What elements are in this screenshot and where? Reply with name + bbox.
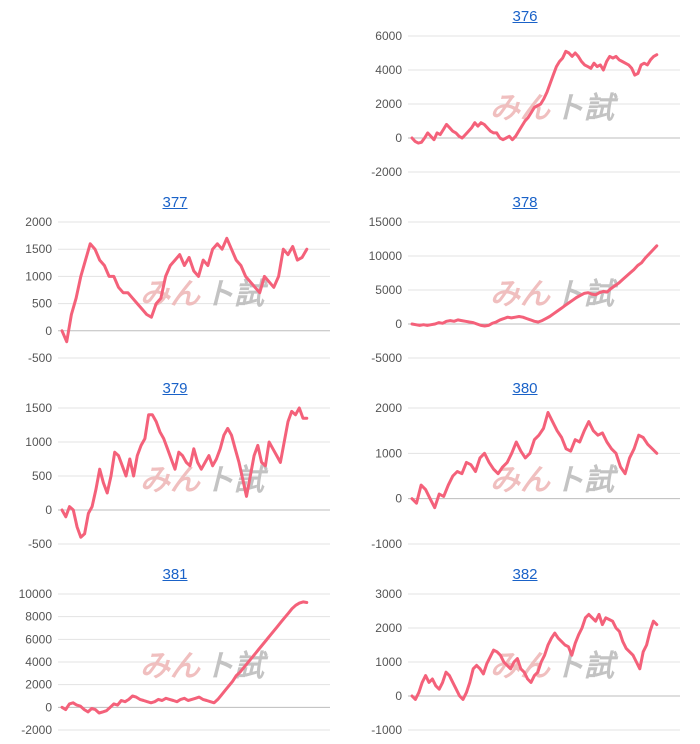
y-tick-label: 0: [45, 324, 52, 338]
y-tick-label: 0: [395, 492, 402, 506]
y-tick-label: 0: [45, 503, 52, 517]
y-tick-label: 4000: [25, 655, 52, 669]
watermark-text-1: みん: [490, 463, 551, 498]
watermark-text-1: みん: [140, 649, 201, 684]
y-tick-label: 2000: [375, 621, 402, 635]
line-chart: -5000 0 5000 10000 15000 みん ト試: [369, 215, 680, 365]
y-tick-label: 3000: [375, 587, 402, 601]
watermark-logo: みん ト試: [140, 277, 269, 312]
chart-panel-382: 382 -1000 0 1000 2000 3000 みん ト試: [350, 558, 700, 744]
y-tick-label: 6000: [25, 632, 52, 646]
watermark-text-2: ト試: [554, 91, 619, 126]
y-tick-label: 8000: [25, 610, 52, 624]
chart-title-link[interactable]: 381: [162, 566, 188, 583]
chart-panel-380: 380 -1000 0 1000 2000 みん ト試: [350, 372, 700, 558]
watermark-text-1: みん: [140, 277, 201, 312]
line-chart: -2000 0 2000 4000 6000 みん ト試: [371, 29, 680, 179]
line-chart: -1000 0 1000 2000 みん ト試: [371, 401, 680, 551]
chart-panel-381: 381 -2000 0 2000 4000 6000 8000 10000 みん ト試: [0, 558, 350, 744]
watermark-text-2: ト試: [204, 277, 269, 312]
y-tick-label: 10000: [369, 249, 403, 263]
y-tick-label: -1000: [371, 537, 402, 551]
series-line: [60, 406, 309, 539]
y-tick-label: -2000: [371, 165, 402, 179]
watermark-text-2: ト試: [204, 649, 269, 684]
y-tick-label: 0: [395, 689, 402, 703]
line-chart: -500 0 500 1000 1500 2000 みん ト試: [25, 215, 330, 365]
y-tick-label: 0: [395, 317, 402, 331]
y-tick-label: 0: [45, 700, 52, 714]
series-line: [410, 612, 659, 701]
y-tick-label: 2000: [375, 97, 402, 111]
chart-title-link[interactable]: 376: [512, 8, 538, 25]
y-tick-label: 5000: [375, 283, 402, 297]
y-tick-label: -500: [28, 537, 52, 551]
y-tick-label: 15000: [369, 215, 403, 229]
y-tick-label: 2000: [25, 678, 52, 692]
watermark-text-2: ト試: [554, 463, 619, 498]
y-tick-label: 500: [32, 297, 52, 311]
y-tick-label: -1000: [371, 723, 402, 737]
y-tick-label: 1000: [375, 446, 402, 460]
y-tick-label: -5000: [371, 351, 402, 365]
y-tick-label: -500: [28, 351, 52, 365]
y-tick-label: -2000: [21, 723, 52, 737]
watermark-text-2: ト試: [554, 649, 619, 684]
y-tick-label: 2000: [375, 401, 402, 415]
y-tick-label: 2000: [25, 215, 52, 229]
watermark-logo: みん ト試: [140, 463, 269, 498]
y-tick-label: 0: [395, 131, 402, 145]
watermark-logo: みん ト試: [490, 277, 619, 312]
y-tick-label: 1000: [375, 655, 402, 669]
chart-title-link[interactable]: 379: [162, 380, 188, 397]
line-chart: -2000 0 2000 4000 6000 8000 10000 みん ト試: [19, 587, 330, 737]
watermark-logo: みん ト試: [490, 463, 619, 498]
line-chart: -500 0 500 1000 1500 みん ト試: [25, 401, 330, 551]
chart-title-link[interactable]: 380: [512, 380, 538, 397]
y-tick-label: 1500: [25, 242, 52, 256]
watermark-text-2: ト試: [204, 463, 269, 498]
watermark-logo: みん ト試: [140, 649, 269, 684]
chart-title-link[interactable]: 378: [512, 194, 538, 211]
watermark-text-1: みん: [490, 91, 551, 126]
watermark-text-1: みん: [140, 463, 201, 498]
y-tick-label: 500: [32, 469, 52, 483]
chart-panel-379: 379 -500 0 500 1000 1500 みん ト試: [0, 372, 350, 558]
y-tick-label: 4000: [375, 63, 402, 77]
y-tick-label: 10000: [19, 587, 53, 601]
chart-panel-377: 377 -500 0 500 1000 1500 2000 みん ト試: [0, 186, 350, 372]
chart-title-link[interactable]: 377: [162, 194, 188, 211]
chart-panel-376: 376 -2000 0 2000 4000 6000 みん ト試: [350, 0, 700, 186]
y-tick-label: 1000: [25, 435, 52, 449]
chart-title-link[interactable]: 382: [512, 566, 538, 583]
y-tick-label: 1000: [25, 269, 52, 283]
series-line: [410, 244, 659, 328]
y-tick-label: 1500: [25, 401, 52, 415]
y-tick-label: 6000: [375, 29, 402, 43]
series-line: [60, 600, 309, 715]
series-line: [410, 49, 659, 145]
series-line: [410, 411, 659, 510]
watermark-text-1: みん: [490, 277, 551, 312]
watermark-logo: みん ト試: [490, 91, 619, 126]
chart-panel-378: 378 -5000 0 5000 10000 15000 みん ト試: [350, 186, 700, 372]
series-line: [60, 236, 309, 344]
